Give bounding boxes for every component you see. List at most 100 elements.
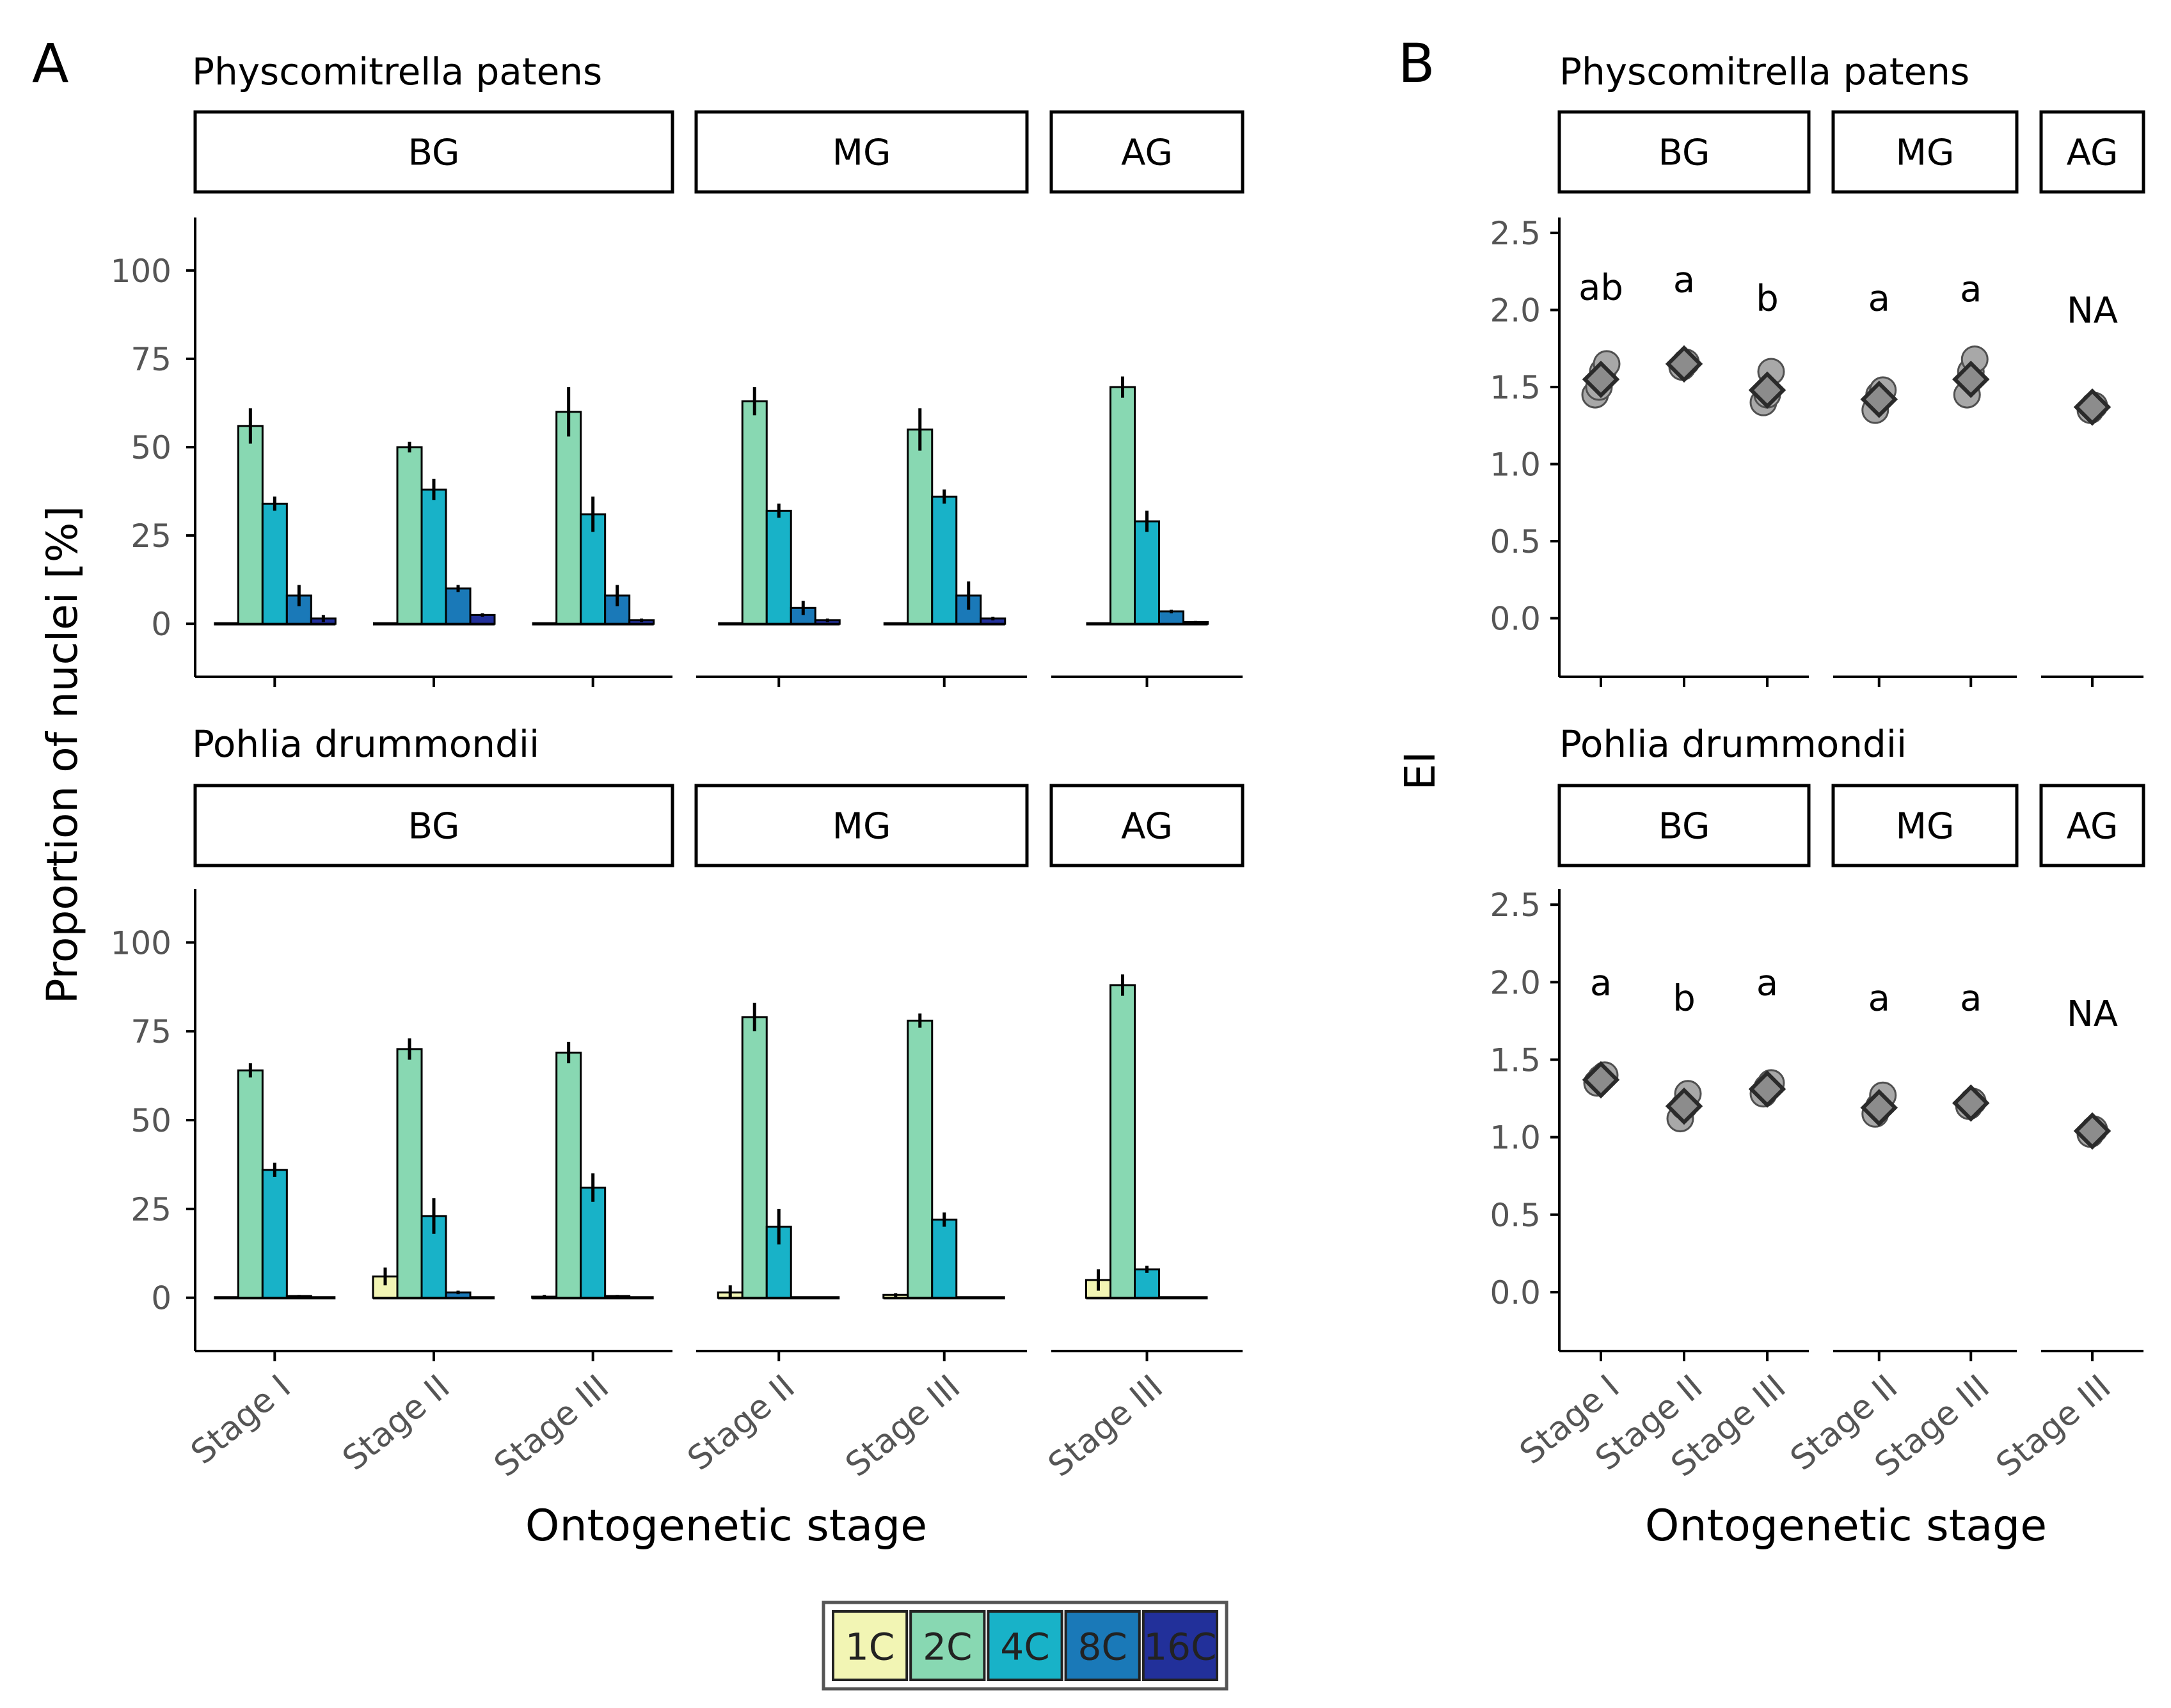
bar-4c (1134, 1268, 1160, 1299)
y-tick-label: 1.0 (1490, 1119, 1541, 1157)
significance-letter: NA (2067, 993, 2118, 1035)
significance-letter: a (1673, 259, 1695, 301)
bar-2c (1109, 984, 1136, 1299)
mean-diamond (2073, 1112, 2111, 1150)
y-tick-label: 0 (151, 1280, 171, 1317)
facet-strip (694, 110, 1029, 194)
significance-letter: NA (2067, 290, 2118, 332)
bar-2c (237, 425, 264, 625)
mean-diamond (1748, 371, 1786, 409)
x-tick-label: Stage III (1041, 1368, 1170, 1485)
legend-label: 4C (1000, 1625, 1049, 1669)
facet-strip (1557, 784, 1811, 867)
legend-label: 1C (845, 1625, 895, 1669)
facet-strip (193, 110, 674, 194)
bar-2c (907, 428, 934, 625)
bar-4c (1134, 520, 1160, 625)
y-tick-label: 2.5 (1490, 215, 1541, 252)
y-axis-title: EI (1396, 751, 1445, 790)
x-tick-label: Stage III (839, 1368, 968, 1485)
bar-4c (931, 1219, 958, 1299)
y-axis-title: Proportion of nuclei [%] (38, 506, 87, 1004)
x-tick-label: Stage III (487, 1368, 616, 1485)
y-tick-label: 0.5 (1490, 1197, 1541, 1234)
x-axis-title: Ontogenetic stage (525, 1501, 927, 1551)
facet-strip-label: MG (832, 132, 891, 174)
bar-2c (741, 1016, 768, 1299)
y-tick-label: 50 (131, 1102, 171, 1139)
y-tick-label: 0 (151, 606, 171, 643)
facet-strip (1049, 784, 1245, 867)
y-tick-label: 50 (131, 429, 171, 466)
bar-2c (237, 1069, 264, 1299)
legend-label: 16C (1143, 1625, 1216, 1669)
facet-strip (1049, 110, 1245, 194)
facet-strip-label: MG (832, 806, 891, 848)
y-tick-label: 25 (131, 1191, 171, 1228)
bar-4c (931, 495, 958, 625)
legend-key-2c (909, 1610, 986, 1681)
facet-strip-label: MG (1896, 132, 1955, 174)
facet-strip-label: AG (1121, 806, 1173, 848)
facet-strip (694, 784, 1029, 867)
y-tick-label: 25 (131, 518, 171, 555)
legend-key-8c (1064, 1610, 1141, 1681)
y-tick-label: 0.0 (1490, 1274, 1541, 1311)
mean-diamond (1952, 1084, 1990, 1122)
y-tick-label: 0.0 (1490, 600, 1541, 637)
bar-4c (765, 509, 792, 625)
facet-strip (1557, 110, 1811, 194)
facet-strip-label: AG (1121, 132, 1173, 174)
significance-letter: a (1590, 962, 1612, 1004)
x-axis-title: Ontogenetic stage (1645, 1501, 2047, 1551)
mean-diamond (1665, 345, 1703, 383)
mean-diamond (2073, 388, 2111, 426)
y-tick-label: 0.5 (1490, 523, 1541, 560)
legend-key-16c (1141, 1610, 1219, 1681)
bar-8c (445, 587, 472, 625)
mean-diamond (1860, 381, 1898, 418)
panel-label-b: B (1398, 32, 1435, 95)
bar-4c (420, 488, 447, 625)
legend-key-1c (832, 1610, 909, 1681)
bar-4c (261, 1169, 288, 1299)
legend-label: 8C (1078, 1625, 1127, 1669)
significance-letter: a (1756, 962, 1778, 1004)
y-tick-label: 2.5 (1490, 887, 1541, 924)
facet-strip-label: BG (1658, 806, 1710, 848)
bar-2c (555, 1051, 582, 1299)
panel-title: Pohlia drummondii (192, 722, 539, 766)
facet-strip (1831, 110, 2019, 194)
mean-diamond (1860, 1089, 1898, 1127)
bar-4c (580, 513, 607, 625)
facet-strip-label: AG (2067, 806, 2119, 848)
panel-title: Pohlia drummondii (1559, 722, 1907, 766)
y-tick-label: 1.5 (1490, 369, 1541, 406)
significance-letter: b (1756, 278, 1779, 319)
significance-letter: ab (1579, 267, 1623, 308)
significance-letter: a (1868, 278, 1890, 319)
significance-letter: a (1960, 269, 1982, 310)
bar-2c (1109, 386, 1136, 625)
x-tick-label: Stage I (184, 1368, 298, 1472)
facet-strip (193, 784, 674, 867)
facet-strip (2039, 784, 2145, 867)
significance-letter: b (1673, 978, 1696, 1020)
bar-8c (1158, 610, 1184, 625)
panel-title: Physcomitrella patens (192, 50, 602, 93)
y-tick-label: 100 (111, 253, 171, 290)
y-tick-label: 1.5 (1490, 1042, 1541, 1079)
bar-2c (396, 1048, 423, 1299)
significance-letter: a (1960, 978, 1982, 1020)
facet-strip-label: BG (408, 132, 460, 174)
x-tick-label: Stage II (336, 1368, 457, 1478)
y-tick-label: 2.0 (1490, 292, 1541, 329)
facet-strip-label: BG (408, 806, 460, 848)
bar-2c (396, 446, 423, 625)
bar-4c (261, 502, 288, 625)
bar-2c (907, 1019, 934, 1299)
mean-diamond (1748, 1070, 1786, 1108)
mean-diamond (1665, 1087, 1703, 1125)
